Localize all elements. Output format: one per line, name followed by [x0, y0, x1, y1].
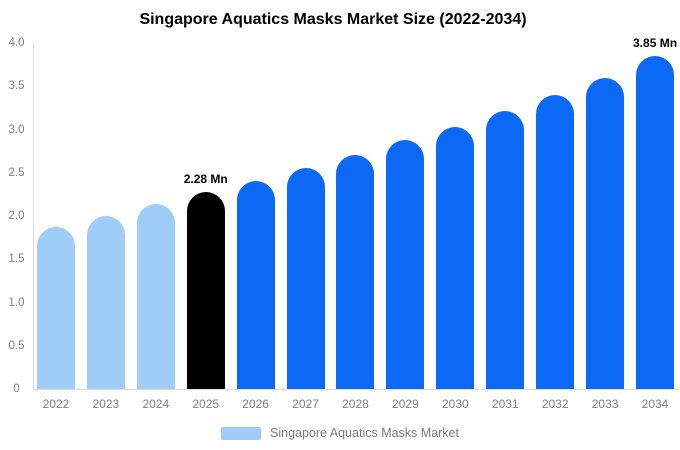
bar-group-2023: 2023 — [81, 43, 131, 411]
bar-group-2034: 3.85 Mn 2034 — [630, 36, 680, 411]
x-tick-label: 2031 — [491, 397, 519, 411]
x-tick-label: 2028 — [342, 397, 369, 411]
y-tick-label: 1.5 — [8, 253, 25, 266]
x-tick-label: 2030 — [441, 397, 469, 411]
bar-group-2027: 2027 — [281, 43, 331, 411]
x-tick-label: 2027 — [292, 397, 319, 411]
bar-2022 — [36, 227, 75, 389]
bar-value-label: 3.85 Mn — [633, 35, 678, 50]
x-tick-label: 2033 — [591, 397, 619, 411]
x-tick-label: 2029 — [392, 397, 419, 411]
y-tick-label: 2.5 — [8, 166, 25, 179]
bar-2025: 2.28 Mn — [184, 172, 228, 389]
x-tick-label: 2026 — [242, 397, 269, 411]
bar-group-2031: 2031 — [480, 43, 530, 411]
y-axis-line — [33, 43, 34, 389]
bar-2032 — [536, 94, 575, 389]
y-tick-label: 2.0 — [8, 210, 25, 222]
bar-2024 — [136, 203, 175, 389]
bars-group: 2022 2023 2024 2.28 Mn 2025 2026 2027 2028 2029 2… — [31, 36, 680, 411]
bar-group-2028: 2028 — [331, 43, 381, 411]
bar-group-2025: 2.28 Mn 2025 — [181, 43, 231, 411]
legend: Singapore Aquatics Masks Market — [0, 426, 680, 440]
bar-2031 — [486, 111, 525, 389]
bar-2028 — [336, 154, 375, 389]
x-tick-label: 2024 — [142, 397, 170, 411]
bar-group-2022: 2022 — [31, 43, 81, 411]
bar-value-label: 2.28 Mn — [183, 171, 228, 186]
bar-group-2032: 2032 — [530, 43, 580, 411]
bar-2023 — [86, 216, 125, 389]
bar-2034: 3.85 Mn — [633, 36, 677, 389]
bar-2033 — [586, 77, 625, 389]
bar-group-2033: 2033 — [580, 43, 630, 411]
y-tick-label: 3.5 — [8, 80, 25, 93]
x-tick-label: 2032 — [541, 397, 569, 411]
x-tick-label: 2023 — [92, 397, 120, 411]
bar-group-2026: 2026 — [231, 43, 281, 411]
bar-group-2029: 2029 — [380, 43, 430, 411]
y-tick-label: 0.5 — [8, 339, 25, 352]
bar-2030 — [436, 126, 475, 389]
x-tick-label: 2034 — [641, 397, 669, 411]
x-tick-label: 2022 — [42, 397, 70, 411]
bar-group-2030: 2030 — [430, 43, 480, 411]
legend-label: Singapore Aquatics Masks Market — [270, 426, 459, 440]
bar-2029 — [386, 139, 425, 389]
bar-group-2024: 2024 — [131, 43, 181, 411]
x-tick-label: 2025 — [192, 397, 220, 411]
x-axis-line — [33, 389, 678, 390]
y-tick-label: 4.0 — [8, 37, 25, 49]
y-tick-label: 3.0 — [8, 123, 25, 136]
bar-2027 — [286, 168, 325, 389]
y-tick-label: 0 — [13, 383, 20, 395]
legend-swatch — [221, 426, 261, 440]
chart-title: Singapore Aquatics Masks Market Size (20… — [139, 11, 527, 28]
y-tick-label: 1.0 — [8, 296, 25, 309]
bar-2026 — [236, 181, 275, 389]
